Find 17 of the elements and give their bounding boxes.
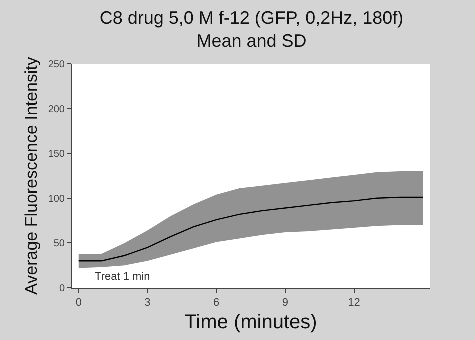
line-series bbox=[78, 196, 424, 262]
y-tick-label: 250 bbox=[48, 60, 66, 70]
x-tick-label: 3 bbox=[144, 297, 151, 310]
y-axis-title: Average Fluorescence Intensity bbox=[22, 56, 41, 295]
x-tick-label: 9 bbox=[282, 297, 288, 310]
x-tick-label: 0 bbox=[76, 297, 82, 310]
y-tick-label: 0 bbox=[59, 284, 66, 294]
x-tick-label: 6 bbox=[214, 297, 220, 310]
x-axis-title: Time (minutes) bbox=[184, 312, 318, 334]
annotation: Treat 1 min bbox=[95, 271, 150, 283]
chart-title: C8 drug 5,0 M f-12 (GFP, 0,2Hz, 180f) bbox=[100, 8, 404, 28]
y-tick-label: 100 bbox=[48, 194, 66, 205]
y-tick-label: 200 bbox=[48, 104, 66, 116]
y-tick-label: 150 bbox=[48, 149, 66, 160]
chart-subtitle: Mean and SD bbox=[196, 31, 307, 52]
y-tick-label: 50 bbox=[54, 238, 66, 250]
x-tick-label: 12 bbox=[348, 297, 360, 310]
